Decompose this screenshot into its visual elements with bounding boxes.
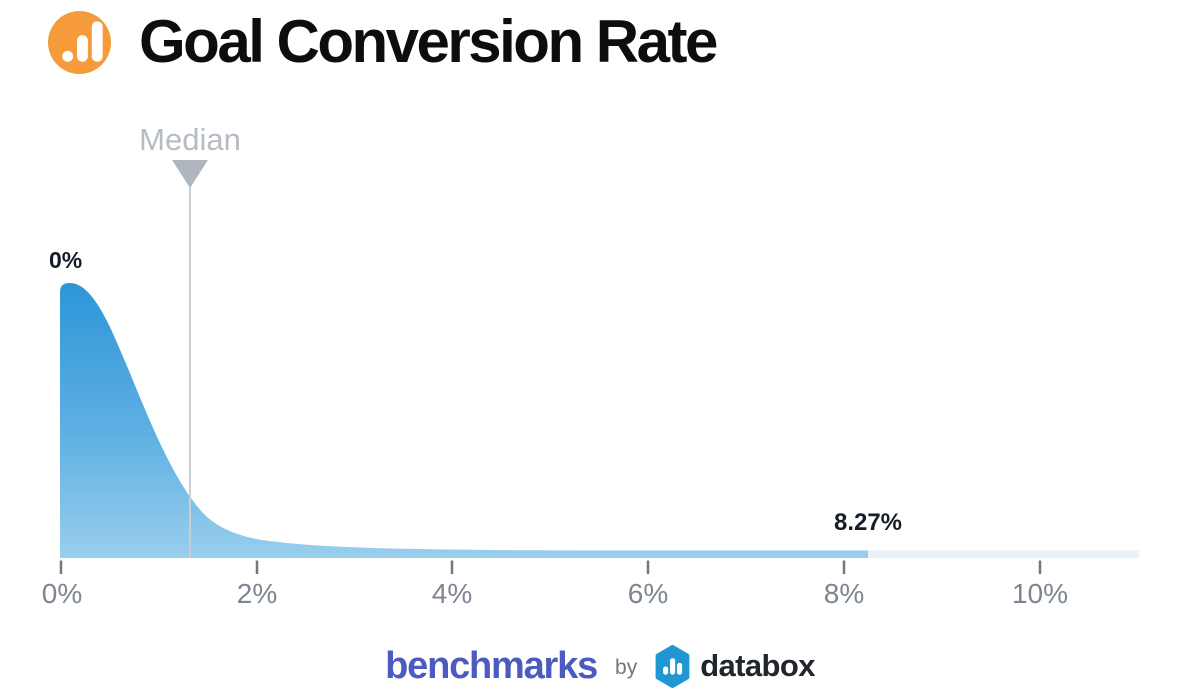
databox-logo-icon [655, 644, 690, 688]
median-label: Median [139, 122, 241, 157]
x-tick-label-4: 4% [431, 578, 473, 609]
distribution-area [60, 283, 868, 558]
databox-logo-text: databox [700, 648, 815, 683]
x-tick-label-2: 2% [236, 578, 278, 609]
value-annotation-label: 8.27% [833, 509, 903, 536]
faded-area-region [868, 550, 1139, 558]
x-tick-label-10: 10% [1011, 578, 1069, 609]
by-text: by [615, 656, 638, 679]
footer-branding: benchmarks by databox [0, 644, 1200, 688]
x-tick-label-8: 8% [823, 578, 865, 609]
median-marker-icon [172, 160, 208, 188]
benchmarks-logo-text: benchmarks [385, 645, 598, 687]
x-tick-label-6: 6% [627, 578, 669, 609]
x-tick-label-0: 0% [41, 578, 83, 609]
page-title: Goal Conversion Rate [139, 8, 718, 75]
analytics-icon [48, 10, 111, 74]
header: Goal Conversion Rate [48, 8, 718, 75]
x-axis-ticks [59, 560, 1042, 574]
distribution-start-label: 0% [49, 247, 83, 273]
